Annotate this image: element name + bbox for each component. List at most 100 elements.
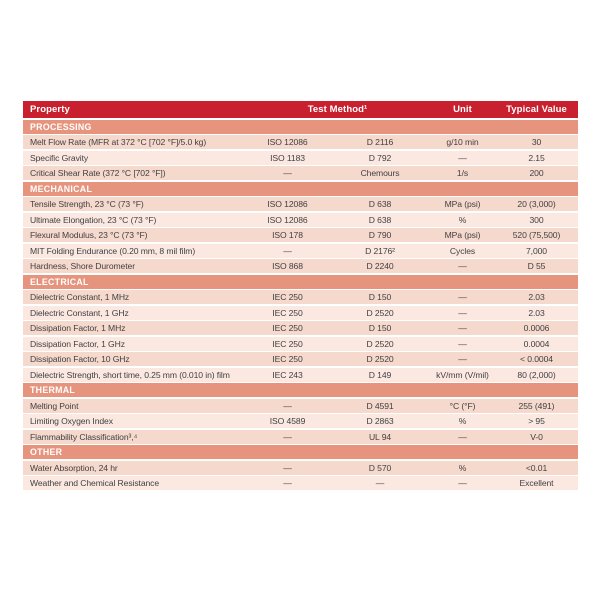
iso-method-cell: IEC 250 <box>272 323 303 333</box>
property-cell: Weather and Chemical Resistance <box>30 478 160 488</box>
iso-method-cell: ISO 1183 <box>270 152 305 163</box>
unit-cell: — <box>458 431 467 442</box>
astm-method-cell: D 4591 <box>366 400 394 411</box>
property-cell: Critical Shear Rate (372 °C [702 °F]) <box>30 168 166 178</box>
typical-value-cell: 0.0004 <box>523 338 550 349</box>
section-header-thermal: THERMAL <box>23 383 578 397</box>
astm-method-cell: D 2520 <box>366 354 394 364</box>
iso-method-cell: — <box>283 245 292 256</box>
typical-value-cell: 520 (75,500) <box>512 230 561 240</box>
unit-cell: — <box>458 478 467 488</box>
astm-method-cell: — <box>375 478 385 488</box>
property-cell: MIT Folding Endurance (0.20 mm, 8 mil fi… <box>30 245 196 256</box>
astm-method-cell: D 150 <box>368 323 392 333</box>
astm-method-cell: D 638 <box>368 214 392 225</box>
col-header-test-method: Test Method¹ <box>307 104 368 115</box>
unit-cell: — <box>458 152 467 163</box>
typical-value-cell: 300 <box>529 214 544 225</box>
unit-cell: — <box>458 338 467 349</box>
typical-value-cell: 2.15 <box>528 152 545 163</box>
table-row: Melting Point — D 4591 °C (°F) 255 (491) <box>23 398 578 413</box>
property-cell: Melt Flow Rate (MFR at 372 °C [702 °F]/5… <box>30 137 207 147</box>
table-row: Specific Gravity ISO 1183 D 792 — 2.15 <box>23 150 578 165</box>
material-properties-table: Property Test Method¹ Unit Typical Value… <box>23 101 578 492</box>
iso-method-cell: ISO 868 <box>272 261 303 271</box>
iso-method-cell: IEC 243 <box>272 369 303 380</box>
unit-cell: — <box>458 307 467 318</box>
property-cell: Dielectric Constant, 1 GHz <box>30 307 129 318</box>
astm-method-cell: D 792 <box>368 152 392 163</box>
iso-method-cell: ISO 4589 <box>269 416 306 426</box>
unit-cell: °C (°F) <box>449 400 476 411</box>
iso-method-cell: — <box>283 431 292 442</box>
unit-cell: g/10 min <box>446 137 479 147</box>
section-header-other: OTHER <box>23 445 578 459</box>
iso-method-cell: IEC 250 <box>272 292 303 302</box>
typical-value-cell: 20 (3,000) <box>517 199 556 209</box>
table-row: Limiting Oxygen Index ISO 4589 D 2863 % … <box>23 414 578 428</box>
astm-method-cell: D 570 <box>368 462 392 473</box>
unit-cell: % <box>458 214 467 225</box>
iso-method-cell: ISO 12086 <box>267 214 308 225</box>
typical-value-cell: 2.03 <box>528 307 545 318</box>
property-cell: Dielectric Strength, short time, 0.25 mm… <box>30 369 230 380</box>
typical-value-cell: < 0.0004 <box>520 354 553 364</box>
iso-method-cell: IEC 250 <box>272 338 303 349</box>
table-row: Dielectric Strength, short time, 0.25 mm… <box>23 367 578 382</box>
table-row: Ultimate Elongation, 23 °C (73 °F) ISO 1… <box>23 212 578 227</box>
iso-method-cell: ISO 12086 <box>267 137 308 147</box>
unit-cell: — <box>458 323 467 333</box>
table-row: Weather and Chemical Resistance — — — Ex… <box>23 476 578 490</box>
unit-cell: % <box>458 416 467 426</box>
table-row: MIT Folding Endurance (0.20 mm, 8 mil fi… <box>23 243 578 258</box>
astm-method-cell: D 149 <box>368 369 392 380</box>
typical-value-cell: V-0 <box>530 431 543 442</box>
table-row: Flammability Classification³,⁴ — UL 94 —… <box>23 429 578 444</box>
property-cell: Limiting Oxygen Index <box>30 416 113 426</box>
iso-method-cell: ISO 12086 <box>267 199 308 209</box>
table-row: Critical Shear Rate (372 °C [702 °F]) — … <box>23 166 578 180</box>
astm-method-cell: D 638 <box>368 199 392 209</box>
table-row: Dielectric Constant, 1 MHz IEC 250 D 150… <box>23 290 578 304</box>
astm-method-cell: D 790 <box>368 230 392 240</box>
table-row: Melt Flow Rate (MFR at 372 °C [702 °F]/5… <box>23 135 578 149</box>
iso-method-cell: IEC 250 <box>272 307 303 318</box>
typical-value-cell: Excellent <box>519 478 554 488</box>
property-cell: Hardness, Shore Durometer <box>30 261 135 271</box>
section-header-electrical: ELECTRICAL <box>23 274 578 289</box>
section-header-processing: PROCESSING <box>23 119 578 134</box>
astm-method-cell: D 2863 <box>366 416 394 426</box>
col-header-property: Property <box>30 104 70 115</box>
property-cell: Flammability Classification³,⁴ <box>30 431 138 442</box>
unit-cell: kV/mm (V/mil) <box>436 369 489 380</box>
section-header-mechanical: MECHANICAL <box>23 181 578 196</box>
table-row: Tensile Strength, 23 °C (73 °F) ISO 1208… <box>23 197 578 211</box>
astm-method-cell: UL 94 <box>368 431 392 442</box>
unit-cell: MPa (psi) <box>444 230 481 240</box>
property-cell: Water Absorption, 24 hr <box>30 462 118 473</box>
property-cell: Specific Gravity <box>30 152 89 163</box>
unit-cell: 1/s <box>456 168 469 178</box>
unit-cell: — <box>458 354 467 364</box>
unit-cell: Cycles <box>449 245 476 256</box>
typical-value-cell: 30 <box>531 137 542 147</box>
property-cell: Dissipation Factor, 1 GHz <box>30 338 125 349</box>
astm-method-cell: D 2176² <box>365 245 395 256</box>
typical-value-cell: 200 <box>529 168 544 178</box>
astm-method-cell: Chemours <box>360 168 400 178</box>
typical-value-cell: 255 (491) <box>518 400 555 411</box>
typical-value-cell: <0.01 <box>525 462 548 473</box>
typical-value-cell: 0.0006 <box>523 323 550 333</box>
table-row: Dielectric Constant, 1 GHz IEC 250 D 252… <box>23 305 578 320</box>
astm-method-cell: D 2520 <box>366 307 394 318</box>
iso-method-cell: IEC 250 <box>272 354 303 364</box>
iso-method-cell: — <box>283 462 292 473</box>
iso-method-cell: ISO 178 <box>272 230 303 240</box>
astm-method-cell: D 2116 <box>366 137 394 147</box>
property-cell: Dissipation Factor, 1 MHz <box>30 323 126 333</box>
table-row: Dissipation Factor, 1 GHz IEC 250 D 2520… <box>23 336 578 351</box>
astm-method-cell: D 2520 <box>366 338 394 349</box>
unit-cell: % <box>458 462 467 473</box>
property-cell: Tensile Strength, 23 °C (73 °F) <box>30 199 144 209</box>
